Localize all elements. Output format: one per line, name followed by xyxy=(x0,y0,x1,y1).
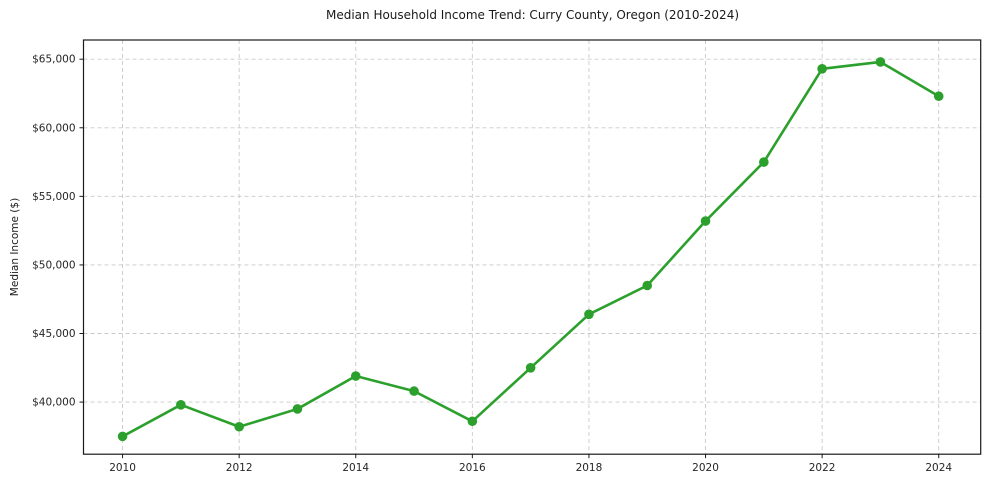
trend-line xyxy=(121,60,941,438)
x-tick-label: 2016 xyxy=(459,462,486,474)
data-point-2017 xyxy=(525,362,536,373)
data-point-2021 xyxy=(759,157,769,167)
y-tick-label: $40,000 xyxy=(32,397,75,409)
y-tick-label: $50,000 xyxy=(32,259,75,271)
plot-border xyxy=(82,39,982,455)
data-point-2016 xyxy=(467,416,478,427)
data-point-2022 xyxy=(817,64,827,74)
data-point-2015 xyxy=(409,386,419,396)
y-tick-label: $65,000 xyxy=(32,54,75,66)
y-tick-label: $45,000 xyxy=(32,328,75,340)
data-point-2019 xyxy=(642,280,653,291)
data-point-2012 xyxy=(234,421,244,432)
data-point-2013 xyxy=(292,404,303,414)
x-tick-label: 2022 xyxy=(809,462,836,474)
data-point-2024 xyxy=(933,91,944,102)
data-point-2023 xyxy=(875,57,886,67)
y-tick-label: $60,000 xyxy=(32,122,75,134)
x-tick-label: 2014 xyxy=(342,462,369,474)
x-tick-label: 2020 xyxy=(692,462,719,474)
data-point-2010 xyxy=(117,431,128,442)
x-tick-label: 2024 xyxy=(925,462,952,474)
data-point-2020 xyxy=(700,216,711,226)
x-tick-label: 2010 xyxy=(109,462,136,474)
y-tick-label: $55,000 xyxy=(32,191,75,203)
chart-title: Median Household Income Trend: Curry Cou… xyxy=(325,8,740,22)
x-tick-label: 2018 xyxy=(576,462,603,474)
x-tick-label: 2012 xyxy=(226,462,253,474)
data-point-2018 xyxy=(584,309,594,320)
data-point-2011 xyxy=(176,400,186,410)
data-point-2014 xyxy=(350,371,361,381)
